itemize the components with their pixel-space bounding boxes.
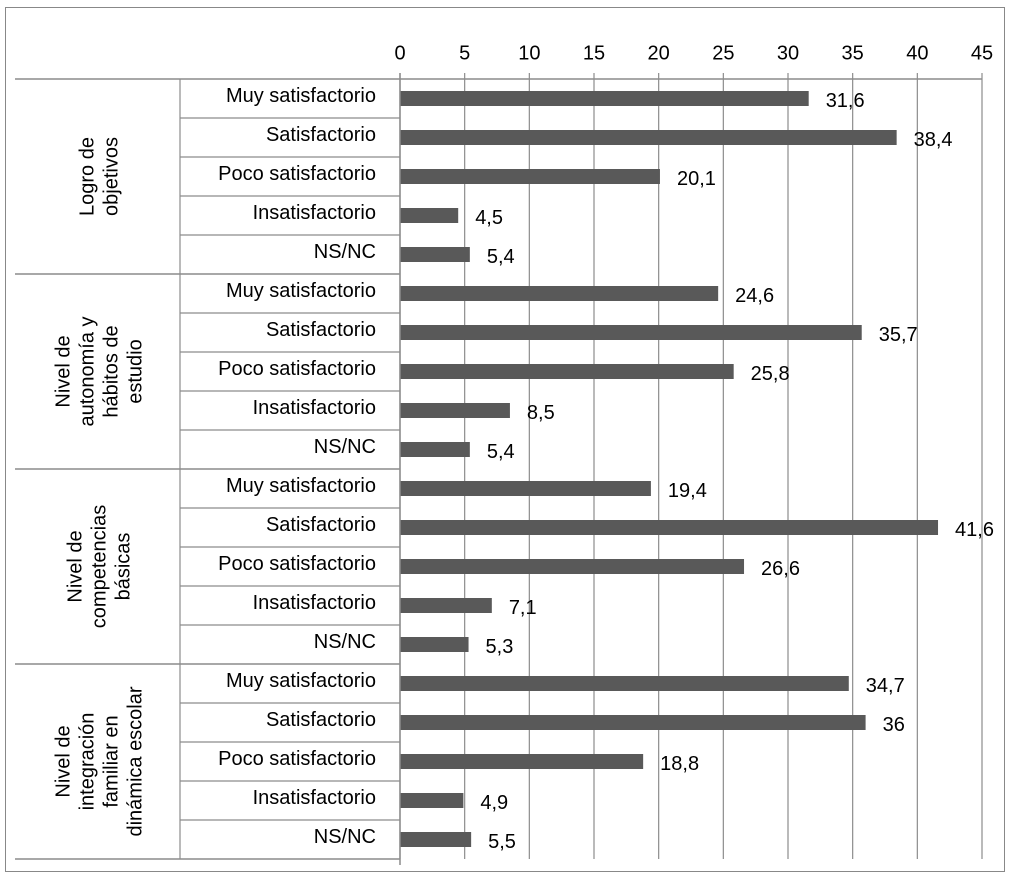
data-label: 5,4 <box>487 246 515 268</box>
group-label-line: objetivos <box>100 137 122 216</box>
chart-frame: 0 5 10 15 20 25 30 35 40 45 31,6 38,4 20,1 4,5 5,4 24,… <box>5 7 1005 872</box>
bar <box>400 403 510 418</box>
bar <box>400 247 470 262</box>
data-label: 41,6 <box>955 519 994 541</box>
x-tick-label: 45 <box>971 42 993 64</box>
bar <box>400 442 470 457</box>
group-label-line: competencias <box>88 505 110 628</box>
x-tick-label: 15 <box>583 42 605 64</box>
category-label: Poco satisfactorio <box>218 748 376 770</box>
bar <box>400 325 862 340</box>
x-tick-label: 25 <box>712 42 734 64</box>
group-label-line: autonomía y <box>76 316 98 426</box>
horizontal-bar-chart: 0 5 10 15 20 25 30 35 40 45 31,6 38,4 20,1 4,5 5,4 24,… <box>5 7 1005 872</box>
group-label: Nivel de integración familiar en dinámica e… <box>52 686 146 836</box>
data-label: 5,3 <box>486 636 514 658</box>
group-label: Nivel de autonomía y hábitos de estudio <box>52 316 146 426</box>
group-label-line: Nivel de <box>52 335 74 407</box>
group-label-line: estudio <box>124 339 146 404</box>
category-label: Muy satisfactorio <box>226 85 376 107</box>
data-label: 19,4 <box>668 480 707 502</box>
bar <box>400 520 939 535</box>
x-tick-label: 0 <box>394 42 405 64</box>
x-tick-label: 30 <box>777 42 799 64</box>
category-label: NS/NC <box>314 241 376 263</box>
data-label: 5,4 <box>487 441 515 463</box>
data-label: 31,6 <box>826 90 865 112</box>
data-label: 4,9 <box>480 792 508 814</box>
x-tick-label: 10 <box>518 42 540 64</box>
category-label: Satisfactorio <box>266 709 376 731</box>
category-label: Satisfactorio <box>266 124 376 146</box>
data-label: 25,8 <box>751 363 790 385</box>
x-tick-label: 35 <box>842 42 864 64</box>
group-label-line: familiar en <box>100 715 122 807</box>
bar <box>400 559 745 574</box>
category-label: Poco satisfactorio <box>218 358 376 380</box>
x-tick-label: 40 <box>906 42 928 64</box>
group-label-line: Nivel de <box>64 530 86 602</box>
bar <box>400 793 464 808</box>
bars: 31,6 38,4 20,1 4,5 5,4 24,6 35,7 25,8 8,5 5,4 19,4… <box>400 90 994 853</box>
bar <box>400 481 651 496</box>
bar <box>400 637 469 652</box>
data-label: 34,7 <box>866 675 905 697</box>
category-label: Muy satisfactorio <box>226 475 376 497</box>
category-label: Insatisfactorio <box>253 592 376 614</box>
group-label-line: integración <box>76 713 98 811</box>
category-label: Poco satisfactorio <box>218 163 376 185</box>
bar <box>400 169 660 184</box>
category-label: Insatisfactorio <box>253 397 376 419</box>
data-label: 20,1 <box>677 168 716 190</box>
category-axis: Muy satisfactorio Satisfactorio Poco satis… <box>15 73 401 865</box>
group-label-line: Logro de <box>76 137 98 216</box>
data-label: 38,4 <box>914 129 953 151</box>
bar <box>400 286 719 301</box>
group-label-line: básicas <box>112 533 134 601</box>
bar <box>400 754 644 769</box>
bar <box>400 91 809 106</box>
data-label: 5,5 <box>488 831 516 853</box>
category-label: Muy satisfactorio <box>226 280 376 302</box>
data-label: 36 <box>883 714 905 736</box>
x-axis: 0 5 10 15 20 25 30 35 40 45 <box>15 42 993 80</box>
category-label: Insatisfactorio <box>253 202 376 224</box>
category-label: Satisfactorio <box>266 514 376 536</box>
bar <box>400 598 492 613</box>
x-tick-label: 5 <box>459 42 470 64</box>
bar <box>400 676 849 691</box>
data-label: 35,7 <box>879 324 918 346</box>
category-label: Satisfactorio <box>266 319 376 341</box>
data-label: 4,5 <box>475 207 503 229</box>
x-tick-label: 20 <box>648 42 670 64</box>
bar <box>400 364 734 379</box>
data-label: 24,6 <box>735 285 774 307</box>
bar <box>400 130 897 145</box>
group-label-line: hábitos de <box>100 325 122 417</box>
data-label: 18,8 <box>660 753 699 775</box>
category-label: NS/NC <box>314 631 376 653</box>
bar <box>400 208 459 223</box>
category-label: Poco satisfactorio <box>218 553 376 575</box>
group-label: Logro de objetivos <box>76 137 122 216</box>
bar <box>400 832 472 847</box>
category-label: Insatisfactorio <box>253 787 376 809</box>
group-label: Nivel de competencias básicas <box>64 505 134 628</box>
group-label-line: dinámica escolar <box>124 686 146 836</box>
category-label: NS/NC <box>314 436 376 458</box>
group-label-line: Nivel de <box>52 725 74 797</box>
bar <box>400 715 866 730</box>
category-label: NS/NC <box>314 826 376 848</box>
category-label: Muy satisfactorio <box>226 670 376 692</box>
data-label: 26,6 <box>761 558 800 580</box>
data-label: 7,1 <box>509 597 537 619</box>
data-label: 8,5 <box>527 402 555 424</box>
